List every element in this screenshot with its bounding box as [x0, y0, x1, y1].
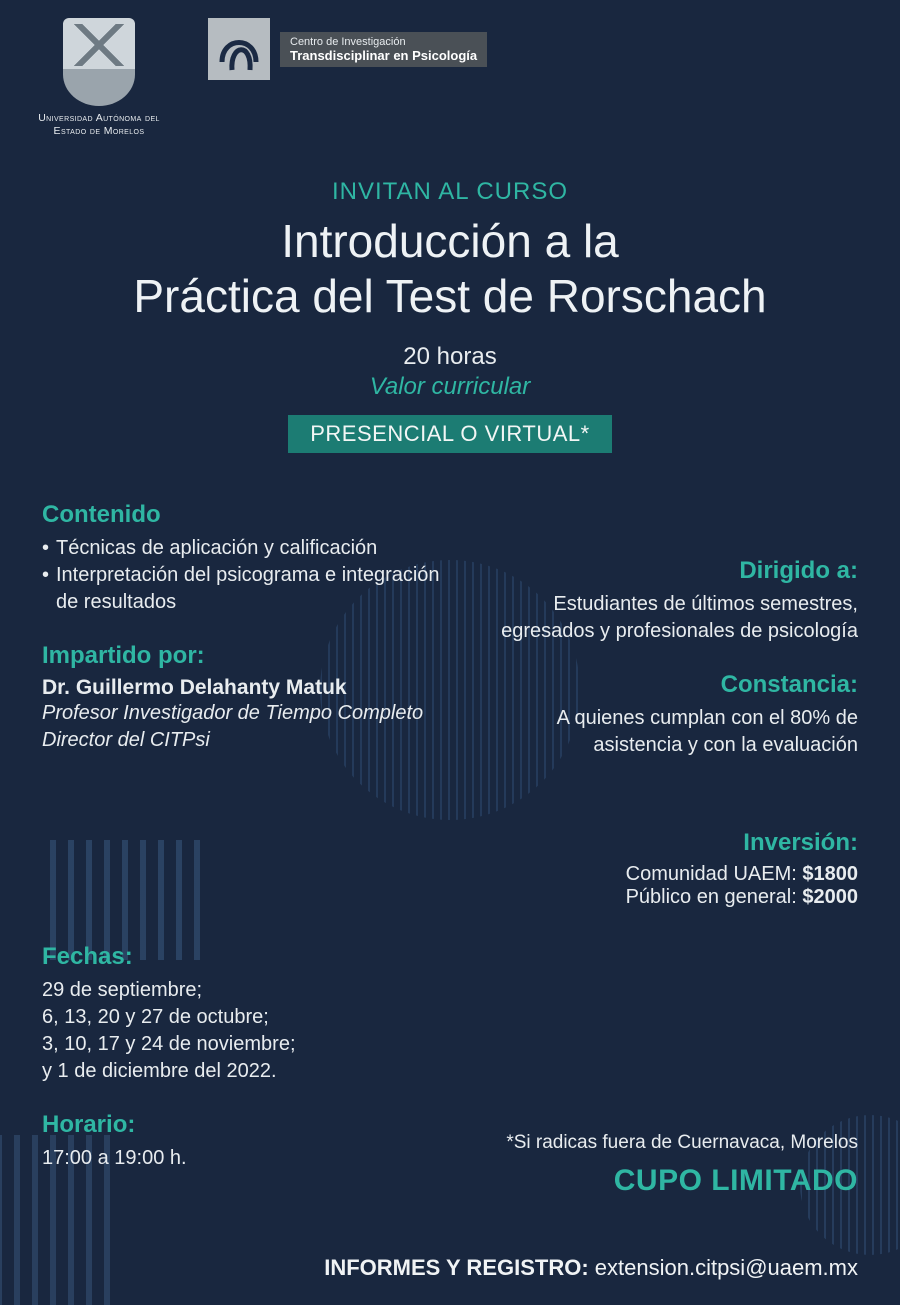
citpsi-logo: Centro de Investigación Transdisciplinar… — [208, 18, 487, 80]
dates-lines: 29 de septiembre; 6, 13, 20 y 27 de octu… — [42, 977, 466, 1085]
content-item: Interpretación del psicograma e integrac… — [42, 562, 450, 616]
dates-heading: Fechas: — [42, 943, 466, 971]
instructor-role-line2: Director del CITPsi — [42, 729, 210, 751]
citpsi-line1: Centro de Investigación — [290, 36, 477, 48]
dates-line: 29 de septiembre; — [42, 979, 202, 1001]
price-label: Público en general: — [626, 886, 803, 908]
course-title: Introducción a la Práctica del Test de R… — [40, 214, 860, 324]
lower-columns: Fechas: 29 de septiembre; 6, 13, 20 y 27… — [0, 943, 900, 1198]
uaem-crest-icon — [63, 18, 135, 106]
modality-badge: PRESENCIAL O VIRTUAL* — [288, 415, 611, 453]
price-amount: $1800 — [802, 863, 858, 885]
uaem-logo: Universidad Autónoma del Estado de Morel… — [24, 18, 174, 138]
schedule-heading: Horario: — [42, 1111, 466, 1139]
dates-block: Fechas: 29 de septiembre; 6, 13, 20 y 27… — [42, 943, 466, 1085]
title-line2: Práctica del Test de Rorschach — [133, 270, 766, 322]
certificate-text: A quienes cumplan con el 80% de asistenc… — [483, 705, 858, 759]
instructor-heading: Impartido por: — [42, 642, 450, 670]
price-amount: $2000 — [802, 886, 858, 908]
price-row-uaem: Comunidad UAEM: $1800 — [483, 863, 858, 886]
content-item: Técnicas de aplicación y calificación — [42, 535, 450, 562]
poster: Universidad Autónoma del Estado de Morel… — [0, 0, 900, 1295]
limited-seats: CUPO LIMITADO — [499, 1164, 858, 1198]
footer-email: extension.citpsi@uaem.mx — [595, 1255, 858, 1280]
instructor-role-line1: Profesor Investigador de Tiempo Completo — [42, 702, 423, 724]
hero: INVITAN AL CURSO Introducción a la Práct… — [0, 178, 900, 452]
content-list: Técnicas de aplicación y calificación In… — [42, 535, 450, 616]
certificate-block: Constancia: A quienes cumplan con el 80%… — [483, 671, 858, 759]
price-label: Comunidad UAEM: — [626, 863, 803, 885]
lower-right: *Si radicas fuera de Cuernavaca, Morelos… — [499, 1132, 858, 1198]
content-heading: Contenido — [42, 501, 450, 529]
schedule-block: Horario: 17:00 a 19:00 h. — [42, 1111, 466, 1172]
price-row-public: Público en general: $2000 — [483, 886, 858, 909]
right-column: Dirigido a: Estudiantes de últimos semes… — [483, 501, 858, 935]
kicker: INVITAN AL CURSO — [40, 178, 860, 206]
citpsi-line2: Transdisciplinar en Psicología — [290, 48, 477, 63]
uaem-caption: Universidad Autónoma del Estado de Morel… — [24, 112, 174, 138]
instructor-block: Impartido por: Dr. Guillermo Delahanty M… — [42, 642, 450, 754]
schedule-text: 17:00 a 19:00 h. — [42, 1145, 466, 1172]
investment-heading: Inversión: — [483, 829, 858, 857]
citpsi-mark-icon — [208, 18, 270, 80]
body-columns: Contenido Técnicas de aplicación y calif… — [0, 453, 900, 935]
uaem-caption-line1: Universidad Autónoma del — [24, 112, 174, 125]
modality-footnote: *Si radicas fuera de Cuernavaca, Morelos — [499, 1132, 858, 1154]
audience-text: Estudiantes de últimos semestres, egresa… — [483, 591, 858, 645]
dates-line: 6, 13, 20 y 27 de octubre; — [42, 1006, 269, 1028]
investment-block: Inversión: Comunidad UAEM: $1800 Público… — [483, 829, 858, 909]
citpsi-caption: Centro de Investigación Transdisciplinar… — [280, 32, 487, 67]
title-line1: Introducción a la — [281, 215, 619, 267]
dates-line: 3, 10, 17 y 24 de noviembre; — [42, 1033, 296, 1055]
lower-left: Fechas: 29 de septiembre; 6, 13, 20 y 27… — [42, 943, 466, 1198]
footer-contact: INFORMES Y REGISTRO: extension.citpsi@ua… — [0, 1247, 900, 1295]
header-logos: Universidad Autónoma del Estado de Morel… — [0, 0, 900, 138]
footer-label: INFORMES Y REGISTRO: — [324, 1255, 595, 1280]
audience-block: Dirigido a: Estudiantes de últimos semes… — [483, 557, 858, 645]
instructor-role: Profesor Investigador de Tiempo Completo… — [42, 700, 450, 754]
certificate-heading: Constancia: — [483, 671, 858, 699]
audience-heading: Dirigido a: — [483, 557, 858, 585]
uaem-caption-line2: Estado de Morelos — [24, 125, 174, 138]
instructor-name: Dr. Guillermo Delahanty Matuk — [42, 676, 450, 700]
content-block: Contenido Técnicas de aplicación y calif… — [42, 501, 450, 616]
left-column: Contenido Técnicas de aplicación y calif… — [42, 501, 450, 935]
curricular-value: Valor curricular — [40, 373, 860, 401]
dates-line: y 1 de diciembre del 2022. — [42, 1060, 277, 1082]
course-hours: 20 horas — [40, 343, 860, 371]
